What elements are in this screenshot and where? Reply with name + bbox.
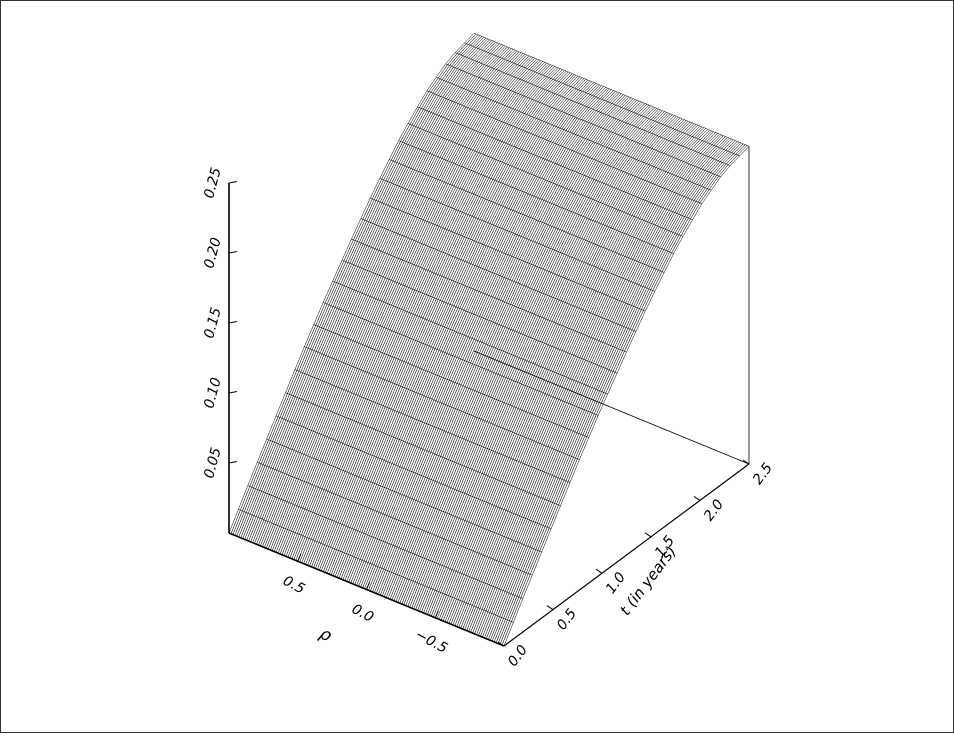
rho-tick-label: −0.5	[412, 627, 450, 657]
z-tick-label: 0.25	[201, 166, 225, 200]
rho-tick-label: 0.5	[280, 573, 307, 598]
surface-mesh	[228, 32, 750, 647]
t-tick-label: 0.0	[505, 642, 531, 669]
z-tick	[228, 461, 238, 464]
t-tick	[595, 568, 603, 574]
rho-axis-title: ρ	[316, 624, 335, 647]
t-tick	[693, 495, 701, 501]
z-tick-label: 0.05	[201, 446, 225, 480]
z-tick	[228, 181, 238, 184]
z-tick-label: 0.10	[201, 376, 225, 410]
t-tick-label: 1.0	[603, 569, 629, 596]
t-tick-label: 2.5	[750, 460, 776, 487]
z-tick	[228, 251, 238, 254]
t-tick	[546, 605, 554, 611]
t-tick-label: 0.5	[554, 606, 580, 633]
z-tick-label: 0.15	[201, 306, 225, 340]
t-tick	[644, 532, 652, 538]
z-tick-label: 0.20	[201, 236, 225, 270]
z-tick	[228, 321, 238, 324]
t-tick-label: 2.0	[701, 497, 727, 524]
z-tick	[228, 391, 238, 394]
rho-tick-label: 0.0	[349, 601, 376, 626]
